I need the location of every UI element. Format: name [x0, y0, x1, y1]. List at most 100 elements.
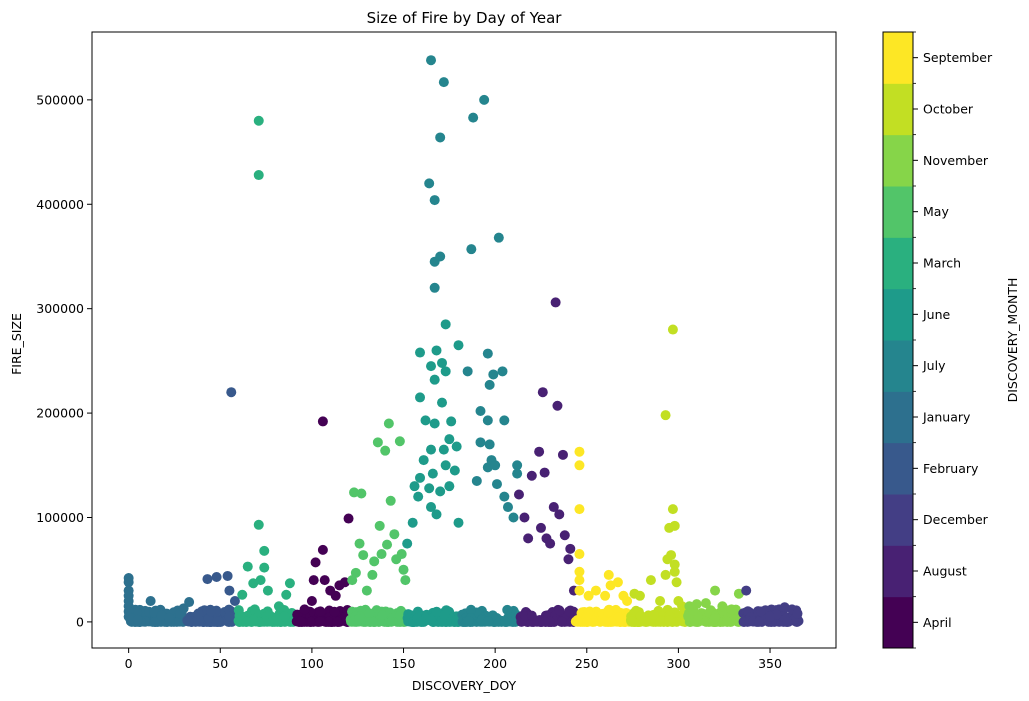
scatter-point	[415, 472, 426, 483]
scatter-point	[429, 282, 440, 293]
scatter-point	[444, 434, 455, 445]
scatter-point	[400, 575, 411, 586]
colorbar-segment	[883, 288, 913, 341]
scatter-point	[559, 530, 570, 541]
scatter-point	[295, 616, 306, 627]
scatter-point	[364, 608, 375, 619]
scatter-point	[383, 418, 394, 429]
scatter-point	[484, 379, 495, 390]
scatter-point	[557, 449, 568, 460]
scatter-point	[648, 609, 659, 620]
scatter-point	[426, 444, 437, 455]
scatter-point	[377, 610, 388, 621]
scatter-point	[582, 616, 593, 627]
scatter-point	[440, 460, 451, 471]
scatter-point	[550, 297, 561, 308]
scatter-point	[466, 244, 477, 255]
colorbar-segment	[883, 134, 913, 187]
scatter-point	[224, 585, 235, 596]
scatter-point	[537, 387, 548, 398]
scatter-point	[438, 444, 449, 455]
scatter-point	[512, 460, 523, 471]
scatter-point	[305, 616, 316, 627]
scatter-point	[437, 397, 448, 408]
colorbar-tick-label: April	[923, 615, 952, 630]
scatter-point	[574, 566, 585, 577]
scatter-point	[242, 561, 253, 572]
scatter-point	[386, 616, 397, 627]
scatter-point	[666, 550, 677, 561]
colorbar-tick-label: May	[923, 204, 949, 219]
scatter-point	[372, 437, 383, 448]
y-tick-label: 0	[76, 614, 84, 629]
scatter-point	[376, 549, 387, 560]
scatter-point	[513, 489, 524, 500]
scatter-point	[545, 538, 556, 549]
scatter-point	[332, 616, 343, 627]
scatter-point	[426, 55, 437, 66]
scatter-point	[211, 616, 222, 627]
scatter-point	[224, 611, 235, 622]
colorbar-tick-label: September	[923, 50, 993, 65]
scatter-point	[435, 132, 446, 143]
scatter-point	[418, 455, 429, 466]
scatter-point	[526, 610, 537, 621]
scatter-point	[710, 585, 721, 596]
scatter-point	[396, 549, 407, 560]
y-axis-label: FIRE_SIZE	[9, 313, 24, 375]
scatter-point	[539, 467, 550, 478]
scatter-point	[255, 575, 266, 586]
scatter-point	[667, 324, 678, 335]
scatter-point	[782, 616, 793, 627]
scatter-point	[600, 616, 611, 627]
scatter-point	[466, 604, 477, 615]
scatter-point	[534, 446, 545, 457]
x-tick-label: 100	[300, 656, 324, 671]
y-tick-label: 100000	[36, 510, 84, 525]
scatter-point	[444, 481, 455, 492]
scatter-point	[523, 533, 534, 544]
colorbar-segment	[883, 340, 913, 392]
scatter-point	[193, 608, 204, 619]
colorbar-label: DISCOVERY_MONTH	[1005, 278, 1020, 403]
scatter-point	[488, 369, 499, 380]
scatter-point	[440, 319, 451, 330]
scatter-point	[691, 599, 702, 610]
scatter-point	[612, 577, 623, 588]
scatter-point	[374, 520, 385, 531]
scatter-point	[574, 460, 585, 471]
scatter-point	[437, 357, 448, 368]
scatter-point	[389, 529, 400, 540]
scatter-point	[667, 504, 678, 515]
scatter-point	[310, 557, 321, 568]
scatter-point	[149, 616, 160, 627]
scatter-point	[354, 538, 365, 549]
scatter-point	[449, 465, 460, 476]
y-tick-label: 300000	[36, 301, 84, 316]
scatter-point	[429, 374, 440, 385]
scatter-point	[435, 486, 446, 497]
colorbar: April August December February January July Ju…	[882, 31, 993, 649]
scatter-point	[765, 611, 776, 622]
scatter-point	[717, 601, 728, 612]
scatter-point	[253, 115, 264, 126]
scatter-point	[394, 436, 405, 447]
scatter-point	[226, 387, 237, 398]
colorbar-tick-label: October	[923, 102, 974, 117]
scatter-point	[259, 545, 270, 556]
scatter-point	[463, 615, 474, 626]
scatter-point	[526, 470, 537, 481]
scatter-point	[479, 94, 490, 105]
scatter-point	[499, 491, 510, 502]
scatter-point	[368, 616, 379, 627]
x-axis-label: DISCOVERY_DOY	[412, 678, 517, 693]
scatter-point	[429, 195, 440, 206]
scatter-point	[475, 437, 486, 448]
scatter-point	[259, 562, 270, 573]
scatter-point	[753, 616, 764, 627]
scatter-point	[502, 502, 513, 513]
scatter-point	[451, 441, 462, 452]
colorbar-tick-label: February	[923, 461, 979, 476]
scatter-point	[755, 606, 766, 617]
scatter-point	[645, 575, 656, 586]
